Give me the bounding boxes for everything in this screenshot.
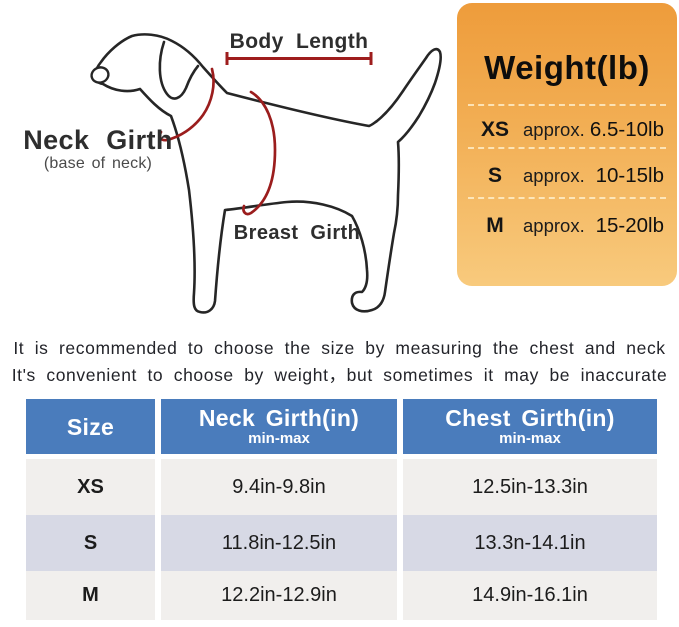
weight-range-value: 6.5-10lb	[589, 118, 664, 141]
sizing-note: It is recommended to choose the size by …	[0, 335, 679, 389]
weight-approx-label: approx.	[523, 215, 585, 236]
chest-girth-cell: 14.9in-16.1in	[403, 571, 657, 620]
weight-row-m: M approx. 15-20lb	[457, 208, 677, 244]
chest-girth-cell: 13.3n-14.1in	[403, 515, 657, 571]
dashed-divider	[468, 197, 666, 199]
dog-nose	[90, 66, 110, 84]
table-row-m: M 12.2in-12.9in 14.9in-16.1in	[26, 571, 657, 620]
neck-girth-cell: 9.4in-9.8in	[161, 459, 397, 515]
size-chart-table: Size Neck Girth(in) min-max Chest Girth(…	[26, 399, 657, 620]
chest-girth-curve	[242, 90, 277, 216]
weight-panel: Weight(lb) XS approx. 6.5-10lb S approx.…	[457, 3, 677, 286]
weight-range-value: 15-20lb	[595, 214, 664, 237]
neck-girth-label: Neck Girth	[23, 125, 173, 155]
body-length-label: Body Length	[229, 30, 369, 53]
table-row-s: S 11.8in-12.5in 13.3n-14.1in	[26, 515, 657, 571]
weight-range-value: 10-15lb	[595, 164, 664, 187]
neck-girth-cell: 12.2in-12.9in	[161, 571, 397, 620]
size-cell: S	[26, 515, 155, 571]
neck-girth-cell: 11.8in-12.5in	[161, 515, 397, 571]
weight-row-s: S approx. 10-15lb	[457, 158, 677, 194]
weight-panel-title: Weight(lb)	[484, 49, 650, 86]
neck-girth-curve	[158, 67, 215, 142]
weight-size-label: S	[487, 164, 502, 187]
header-cell-neck-girth: Neck Girth(in) min-max	[161, 399, 397, 454]
size-cell: XS	[26, 459, 155, 515]
dashed-divider	[468, 104, 666, 106]
chest-girth-cell: 12.5in-13.3in	[403, 459, 657, 515]
size-cell: M	[26, 571, 155, 620]
dog-line-art	[90, 33, 442, 314]
dog-outline	[94, 33, 442, 314]
dog-ear	[158, 40, 200, 100]
base-of-neck-sublabel: (base of neck)	[43, 155, 153, 172]
weight-approx-label: approx.	[523, 119, 585, 140]
min-max-sublabel: min-max	[248, 430, 310, 447]
weight-row-xs: XS approx. 6.5-10lb	[457, 113, 677, 147]
table-row-xs: XS 9.4in-9.8in 12.5in-13.3in	[26, 459, 657, 515]
breast-girth-label: Breast Girth	[233, 222, 361, 244]
dog-measurement-diagram: Body Length Neck Girth (base of neck) Br…	[0, 0, 455, 330]
weight-size-label: M	[486, 214, 504, 237]
min-max-sublabel: min-max	[499, 430, 561, 447]
body-length-measure-line	[225, 52, 373, 65]
weight-approx-label: approx.	[523, 165, 585, 186]
header-cell-chest-girth: Chest Girth(in) min-max	[403, 399, 657, 454]
sizing-note-line-1: It is recommended to choose the size by …	[13, 338, 666, 358]
dashed-divider	[468, 147, 666, 149]
table-header-row: Size Neck Girth(in) min-max Chest Girth(…	[26, 399, 657, 454]
sizing-note-line-2: It's convenient to choose by weight，but …	[11, 365, 668, 385]
header-cell-size: Size	[26, 399, 155, 454]
weight-size-label: XS	[480, 118, 509, 141]
